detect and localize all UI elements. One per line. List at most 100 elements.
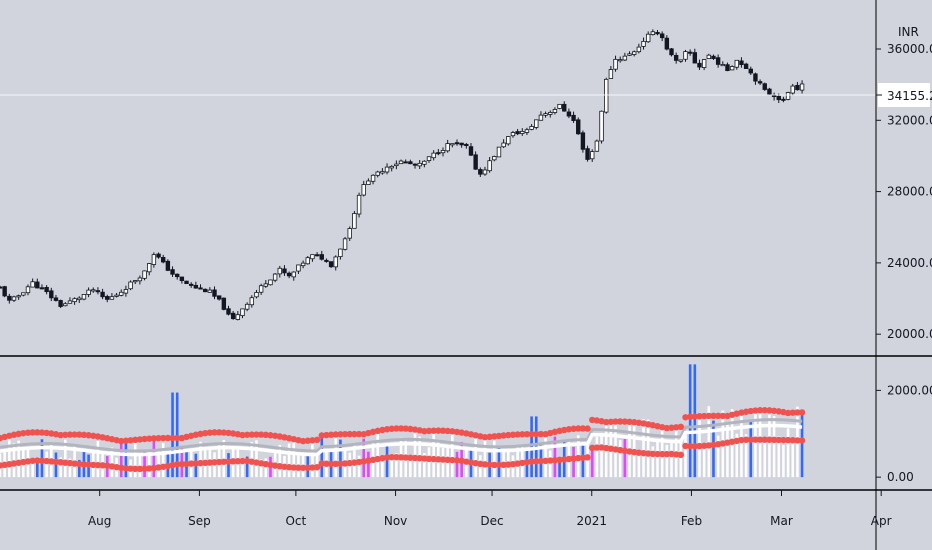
lower-band-dot bbox=[449, 456, 456, 464]
candle-up bbox=[235, 314, 241, 320]
lower-band-dot bbox=[444, 456, 451, 464]
upper-band-dot bbox=[146, 435, 153, 442]
lower-band-dot bbox=[658, 450, 666, 458]
candle-up bbox=[431, 152, 436, 159]
candle-up bbox=[366, 180, 371, 185]
upper-band-dot bbox=[495, 432, 503, 440]
volume-bar bbox=[36, 459, 39, 478]
volume-bar bbox=[651, 446, 655, 478]
upper-band-dot bbox=[80, 431, 88, 439]
upper-band-dot bbox=[700, 412, 708, 420]
candle-up bbox=[701, 59, 707, 68]
upper-band-dot bbox=[486, 433, 493, 441]
candle-up bbox=[67, 300, 73, 304]
candle-up bbox=[30, 281, 35, 288]
upper-band-dot bbox=[201, 429, 209, 437]
volume-bar bbox=[735, 433, 739, 478]
candle-up bbox=[524, 129, 530, 133]
last-price-tag: 34155.20 bbox=[876, 83, 932, 107]
lower-band-dot bbox=[630, 448, 638, 456]
lower-band-dot bbox=[43, 457, 50, 465]
time-axis[interactable]: Aug Sep Oct Nov Dec 2021 Feb Mar Apr bbox=[88, 490, 892, 528]
upper-band-dot bbox=[752, 407, 759, 414]
lower-band-dot bbox=[211, 459, 218, 466]
volume-bar bbox=[320, 438, 324, 478]
lower-band-dot bbox=[780, 436, 787, 444]
lower-band-dot bbox=[327, 460, 335, 468]
volume-bar bbox=[451, 433, 454, 478]
volume-bar bbox=[768, 414, 771, 478]
lower-band-dot bbox=[589, 444, 596, 452]
time-tick-label: Oct bbox=[285, 514, 306, 528]
lower-band-dot bbox=[215, 458, 223, 466]
volume-bar bbox=[432, 432, 435, 478]
candle-down bbox=[212, 289, 217, 297]
volume-bar bbox=[143, 451, 146, 478]
lower-band-dot bbox=[393, 454, 400, 461]
volume-bar bbox=[287, 443, 291, 478]
candle-down bbox=[743, 63, 749, 69]
upper-band-dot bbox=[20, 429, 27, 437]
upper-band-dot bbox=[248, 431, 256, 438]
candle-up bbox=[520, 130, 525, 134]
volume-bar bbox=[147, 451, 151, 478]
upper-band-dot bbox=[705, 412, 713, 420]
candle-down bbox=[58, 300, 63, 307]
volume-bar bbox=[339, 439, 342, 478]
lower-band-dot bbox=[784, 436, 792, 444]
lower-band-dot bbox=[341, 460, 349, 467]
lower-band-dot bbox=[696, 442, 703, 450]
candle-up bbox=[548, 112, 553, 115]
lower-band-dot bbox=[691, 442, 699, 450]
upper-band-dot bbox=[309, 437, 316, 444]
candle-up bbox=[631, 51, 637, 55]
upper-band-dot bbox=[388, 425, 395, 432]
candle-up bbox=[361, 184, 366, 196]
candle-up bbox=[706, 54, 712, 59]
candle-up bbox=[151, 254, 157, 265]
lower-band-dot bbox=[495, 461, 503, 469]
lower-band-dot bbox=[766, 436, 773, 443]
volume-bar bbox=[395, 453, 398, 478]
candle-up bbox=[445, 143, 450, 152]
volume-bar bbox=[642, 419, 645, 478]
lower-band-dot bbox=[122, 465, 130, 472]
candle-down bbox=[35, 281, 40, 289]
upper-band-dot bbox=[612, 418, 619, 425]
upper-band-dot bbox=[603, 418, 610, 426]
lower-band-dot bbox=[276, 463, 283, 470]
volume-axis[interactable]: 2000.00 0.00 bbox=[876, 383, 932, 484]
volume-bar bbox=[381, 458, 384, 478]
volume-tick-label: 2000.00 bbox=[887, 383, 932, 397]
lower-band-dot bbox=[523, 458, 531, 466]
upper-band-dot bbox=[225, 429, 232, 437]
upper-band-dot bbox=[439, 427, 447, 434]
price-tick-label: 36000.00 bbox=[887, 42, 932, 56]
price-axis[interactable]: 36000.00 32000.00 28000.00 24000.00 20000.00 bbox=[876, 42, 932, 341]
upper-band-dot bbox=[211, 429, 218, 436]
volume-bar bbox=[665, 444, 669, 478]
upper-band-dot bbox=[118, 437, 125, 445]
upper-band-dot bbox=[267, 432, 274, 439]
lower-band-dot bbox=[57, 459, 64, 466]
lower-band-dot bbox=[551, 457, 559, 464]
candle-up bbox=[147, 263, 152, 273]
volume-bar bbox=[413, 432, 417, 478]
candle-down bbox=[170, 269, 175, 275]
volume-bar bbox=[255, 440, 258, 478]
upper-band-dot bbox=[337, 431, 344, 438]
lower-band-dot bbox=[421, 455, 428, 462]
volume-bar bbox=[199, 441, 202, 478]
volume-bar bbox=[68, 458, 72, 478]
volume-bar bbox=[590, 446, 594, 478]
upper-band-dot bbox=[57, 431, 64, 439]
upper-band-dot bbox=[514, 431, 521, 438]
candle-up bbox=[342, 238, 348, 250]
candle-up bbox=[608, 69, 614, 79]
candle-down bbox=[226, 308, 231, 315]
lower-band-dot bbox=[635, 449, 643, 456]
lower-band-dot bbox=[38, 457, 46, 464]
volume-bar bbox=[409, 454, 412, 478]
volume-bar bbox=[31, 458, 34, 478]
